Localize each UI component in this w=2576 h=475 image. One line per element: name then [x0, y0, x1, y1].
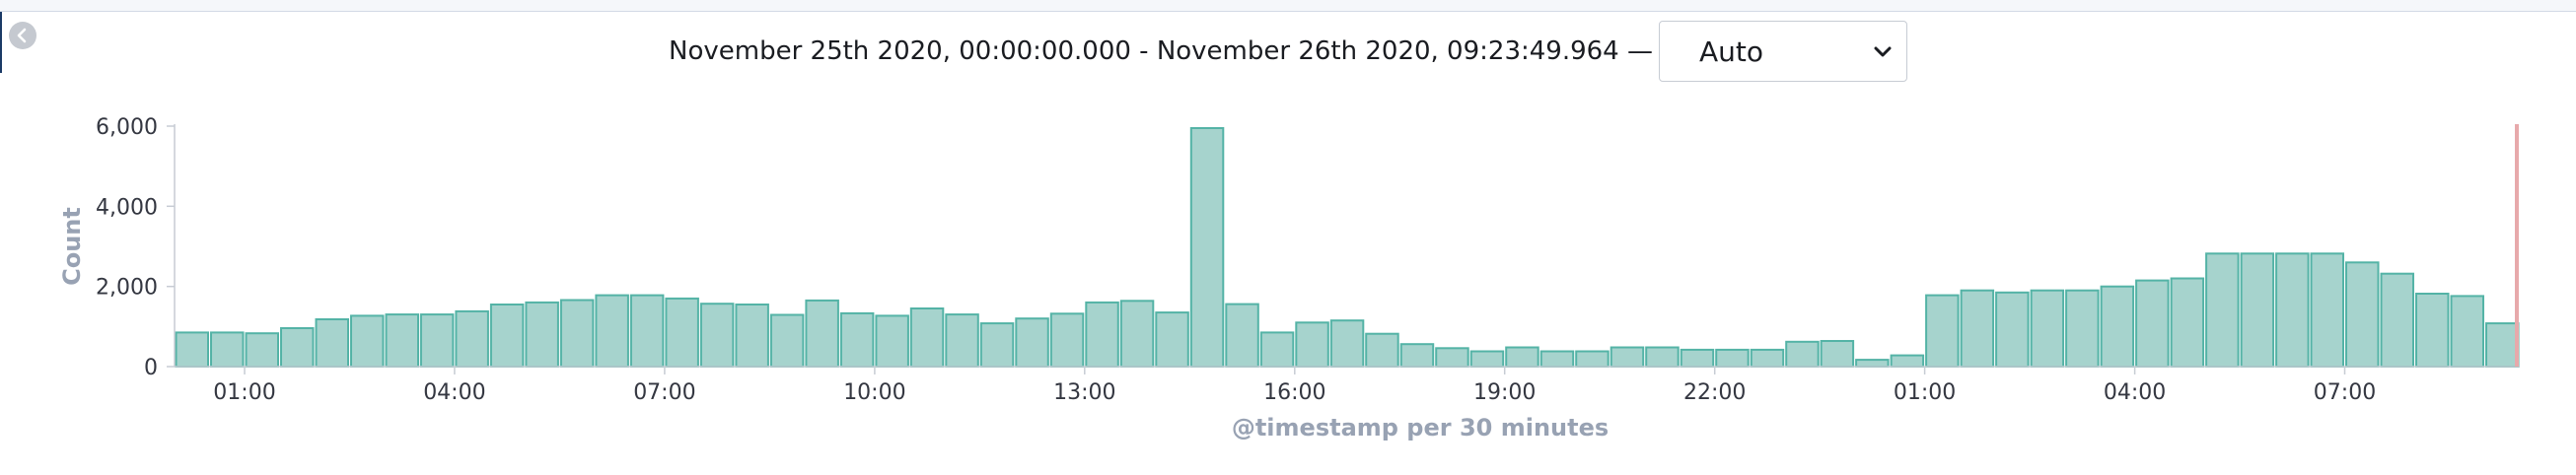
x-axis: 01:00 04:00 07:00 10:00 13:00 16:00 19:00 22:00…	[213, 367, 2376, 405]
histogram-bar[interactable]	[699, 303, 735, 369]
histogram-bar[interactable]	[1259, 331, 1295, 368]
histogram-bar[interactable]	[210, 331, 245, 368]
histogram-bar[interactable]	[595, 294, 629, 369]
histogram-bar[interactable]	[1155, 311, 1189, 369]
x-tick-label: 04:00	[423, 380, 485, 405]
histogram-bar[interactable]	[875, 314, 909, 368]
histogram-bar[interactable]	[1189, 127, 1225, 368]
histogram-bar[interactable]	[1469, 350, 1505, 368]
histogram-bar[interactable]	[2485, 322, 2520, 369]
histogram-bar[interactable]	[1329, 319, 1365, 369]
histogram-bar[interactable]	[2135, 279, 2170, 369]
top-rule	[0, 0, 2576, 12]
histogram-bar[interactable]	[2065, 289, 2100, 369]
x-tick-label: 01:00	[213, 380, 275, 405]
histogram-bar[interactable]	[2415, 293, 2450, 368]
histogram-bar[interactable]	[1119, 300, 1155, 368]
histogram-bar[interactable]	[909, 307, 945, 368]
histogram-bar[interactable]	[280, 327, 315, 368]
histogram-bar[interactable]	[2205, 252, 2240, 368]
x-tick-label: 07:00	[2314, 380, 2376, 405]
histogram-bar[interactable]	[1365, 332, 1399, 369]
histogram-bar[interactable]	[2310, 252, 2344, 368]
x-tick-label: 22:00	[1683, 380, 1746, 405]
histogram-bar[interactable]	[1539, 350, 1575, 368]
y-tick-label: 2,000	[96, 276, 158, 301]
histogram-bar[interactable]	[769, 313, 805, 368]
histogram-bar[interactable]	[2030, 289, 2065, 369]
histogram-bar[interactable]	[2275, 252, 2310, 368]
y-tick-label: 6,000	[96, 115, 158, 140]
x-tick-label: 10:00	[843, 380, 905, 405]
collapse-sidebar-button[interactable]	[9, 22, 36, 49]
histogram-bar[interactable]	[1575, 350, 1610, 368]
histogram-bar[interactable]	[350, 314, 385, 368]
y-tick-label: 0	[144, 356, 158, 380]
histogram-bar[interactable]	[805, 299, 839, 368]
histogram-bar[interactable]	[1925, 294, 1960, 369]
histogram-bar[interactable]	[2380, 272, 2414, 369]
histogram-bar[interactable]	[2450, 295, 2484, 368]
interval-select-value: Auto	[1698, 34, 1763, 68]
histogram-bar[interactable]	[1505, 346, 1539, 368]
histogram-bar[interactable]	[1960, 289, 1995, 369]
histogram-bar[interactable]	[665, 297, 699, 368]
x-tick-label: 19:00	[1473, 380, 1536, 405]
histogram-bar[interactable]	[1820, 340, 1855, 368]
histogram-bar[interactable]	[979, 322, 1015, 369]
bars	[175, 127, 2520, 369]
histogram-bar[interactable]	[735, 304, 769, 368]
histogram-bar[interactable]	[525, 301, 559, 368]
histogram-bar[interactable]	[455, 309, 489, 368]
y-tick-label: 4,000	[96, 195, 158, 220]
histogram-bar[interactable]	[839, 311, 875, 368]
histogram-bar[interactable]	[1855, 359, 1890, 369]
histogram-bar[interactable]	[1295, 321, 1329, 368]
histogram-bar[interactable]	[1890, 354, 1925, 369]
x-tick-label: 07:00	[633, 380, 695, 405]
histogram-bar[interactable]	[1085, 301, 1119, 368]
left-rule	[0, 12, 2, 73]
histogram-bar[interactable]	[245, 332, 279, 369]
histogram-bar[interactable]	[419, 313, 455, 369]
x-tick-label: 01:00	[1894, 380, 1956, 405]
time-range-header: November 25th 2020, 00:00:00.000 - Novem…	[0, 20, 2576, 83]
histogram-bar[interactable]	[629, 294, 665, 369]
histogram-bar[interactable]	[1399, 343, 1435, 369]
chevron-down-icon	[1874, 46, 1892, 57]
histogram-bar[interactable]	[1645, 346, 1680, 368]
histogram-bar[interactable]	[175, 331, 209, 368]
histogram-bar[interactable]	[1715, 348, 1750, 368]
histogram-bar[interactable]	[1435, 347, 1469, 368]
histogram-bar[interactable]	[1680, 348, 1715, 368]
histogram-bar[interactable]	[489, 304, 525, 368]
y-axis-title: Count	[58, 207, 86, 286]
histogram-bar[interactable]	[1785, 340, 1820, 368]
y-axis: 0 2,000 4,000 6,000	[96, 115, 175, 380]
x-tick-label: 16:00	[1263, 380, 1325, 405]
histogram-bar[interactable]	[1225, 303, 1259, 369]
time-range-text: November 25th 2020, 00:00:00.000 - Novem…	[669, 36, 1653, 66]
histogram-bar[interactable]	[2170, 277, 2205, 368]
histogram-bar[interactable]	[2345, 261, 2380, 368]
histogram-bar[interactable]	[1049, 312, 1085, 368]
histogram-bar[interactable]	[559, 299, 595, 368]
x-tick-label: 13:00	[1053, 380, 1115, 405]
histogram-bar[interactable]	[1995, 291, 2030, 368]
histogram-bar[interactable]	[2240, 252, 2275, 368]
histogram-bar[interactable]	[315, 318, 349, 368]
histogram-bar[interactable]	[385, 313, 419, 369]
histogram-bar[interactable]	[1015, 317, 1049, 369]
x-tick-label: 04:00	[2104, 380, 2166, 405]
histogram-bar[interactable]	[1610, 346, 1645, 368]
histogram-bar[interactable]	[945, 313, 979, 369]
x-axis-title: @timestamp per 30 minutes	[1232, 414, 1609, 441]
histogram-bar[interactable]	[2100, 285, 2135, 369]
interval-select[interactable]: Auto	[1658, 21, 1907, 82]
histogram-bar[interactable]	[1750, 348, 1785, 368]
chevron-left-icon	[17, 28, 27, 43]
